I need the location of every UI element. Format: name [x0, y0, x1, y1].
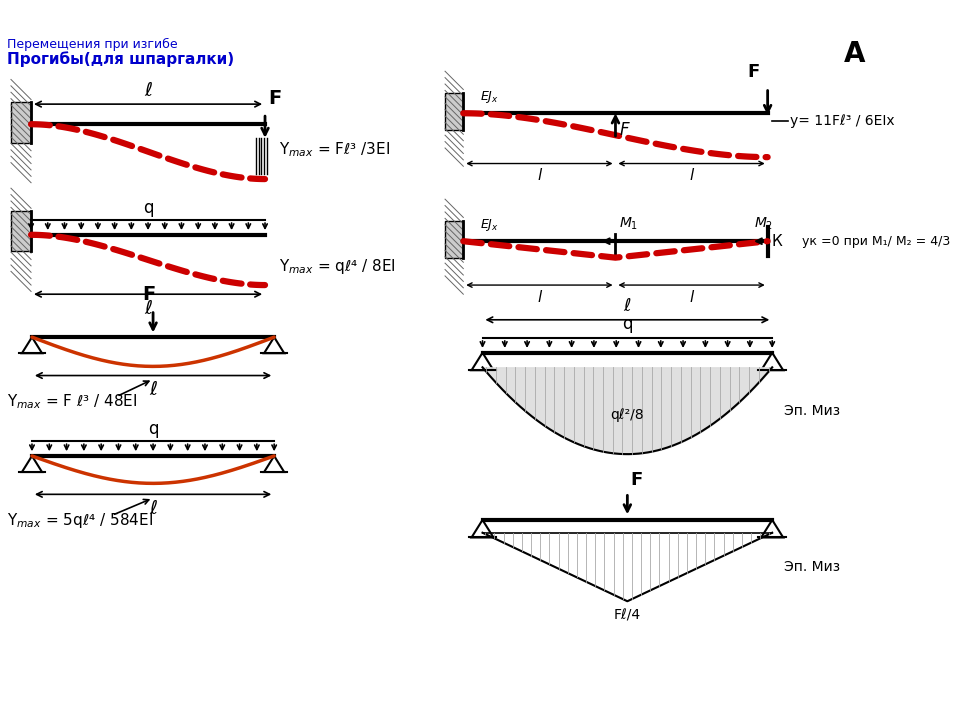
Text: q: q: [143, 199, 154, 217]
Polygon shape: [627, 533, 772, 601]
Text: Перемещения при изгибе: Перемещения при изгибе: [8, 38, 178, 51]
Text: Y$_{max}$ = Fℓ³ /3EI: Y$_{max}$ = Fℓ³ /3EI: [278, 140, 390, 159]
Text: F: F: [268, 89, 281, 108]
Text: ℓ: ℓ: [624, 297, 631, 315]
Text: К: К: [771, 234, 782, 248]
Text: F: F: [748, 63, 759, 81]
Text: ℓ: ℓ: [144, 299, 152, 318]
Text: q: q: [622, 315, 633, 333]
Text: ℓ: ℓ: [149, 380, 157, 399]
Text: F: F: [619, 121, 629, 139]
Text: q: q: [148, 420, 158, 438]
Polygon shape: [483, 533, 627, 601]
Text: Прогибы(для шпаргалки): Прогибы(для шпаргалки): [8, 51, 234, 67]
Text: Y$_{max}$ = F ℓ³ / 48EI: Y$_{max}$ = F ℓ³ / 48EI: [8, 392, 138, 410]
Text: ℓ: ℓ: [149, 499, 157, 518]
Text: ℓ: ℓ: [144, 81, 152, 101]
Text: F: F: [630, 471, 642, 489]
Text: Y$_{max}$ = 5qℓ⁴ / 584EI: Y$_{max}$ = 5qℓ⁴ / 584EI: [8, 510, 154, 530]
Text: $EJ_x$: $EJ_x$: [480, 217, 498, 233]
Text: y= 11Fℓ³ / 6EIx: y= 11Fℓ³ / 6EIx: [789, 114, 894, 127]
Text: l: l: [689, 168, 694, 183]
Text: $M_1$: $M_1$: [619, 216, 638, 232]
Text: F: F: [142, 285, 156, 305]
Text: $EJ_x$: $EJ_x$: [480, 89, 498, 105]
Text: Эп. Миз: Эп. Миз: [784, 560, 840, 574]
Text: yк =0 при M₁/ M₂ = 4/3: yк =0 при M₁/ M₂ = 4/3: [803, 235, 950, 248]
Text: $M_2$: $M_2$: [754, 216, 773, 232]
Bar: [445, 221, 464, 258]
Bar: [11, 211, 31, 251]
Text: l: l: [538, 289, 541, 305]
Text: Y$_{max}$ = qℓ⁴ / 8EI: Y$_{max}$ = qℓ⁴ / 8EI: [278, 257, 396, 276]
Text: qℓ²/8: qℓ²/8: [611, 408, 644, 423]
Text: l: l: [689, 289, 694, 305]
Bar: [445, 93, 464, 130]
Text: А: А: [844, 40, 865, 68]
Text: Эп. Миз: Эп. Миз: [784, 404, 840, 418]
Text: l: l: [538, 168, 541, 183]
Text: Fℓ/4: Fℓ/4: [613, 608, 641, 623]
Bar: [11, 102, 31, 143]
